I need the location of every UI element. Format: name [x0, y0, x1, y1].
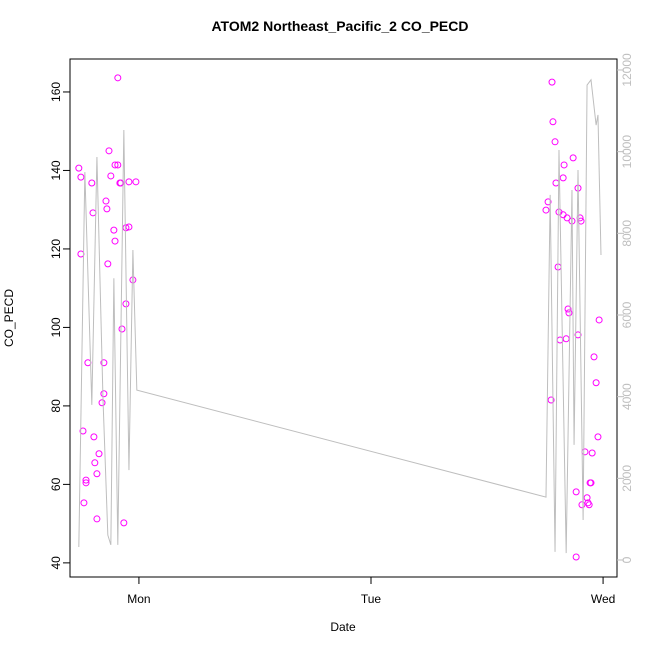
- chart-title: ATOM2 Northeast_Pacific_2 CO_PECD: [211, 18, 468, 34]
- data-point: [100, 390, 108, 398]
- y2-tick-label: 2000: [620, 465, 634, 492]
- data-point: [595, 316, 603, 324]
- data-point: [551, 138, 559, 146]
- data-point: [111, 237, 119, 245]
- y-axis-label: CO_PECD: [2, 289, 16, 347]
- data-point: [100, 359, 108, 367]
- data-point: [590, 353, 598, 361]
- y-tick-label: 140: [49, 160, 63, 180]
- data-point: [103, 205, 111, 213]
- y2-tick-label: 6000: [620, 301, 634, 328]
- data-line: [78, 78, 602, 554]
- y-tick-label: 60: [49, 477, 63, 491]
- data-point: [114, 74, 122, 82]
- plot-box: [69, 58, 618, 578]
- data-point: [562, 335, 570, 343]
- data-point: [93, 470, 101, 478]
- data-point: [118, 325, 126, 333]
- data-point: [565, 309, 573, 317]
- data-point: [90, 433, 98, 441]
- data-point: [117, 179, 125, 187]
- y-tick-label: 120: [49, 239, 63, 259]
- data-point: [77, 173, 85, 181]
- data-point: [111, 161, 119, 169]
- data-point: [587, 479, 595, 487]
- y-tick-label: 80: [49, 399, 63, 413]
- data-point: [577, 217, 585, 225]
- data-point: [79, 427, 87, 435]
- data-point: [82, 479, 90, 487]
- data-point: [89, 209, 97, 217]
- data-point: [125, 223, 133, 231]
- data-point: [91, 459, 99, 467]
- y2-tick-label: 12000: [620, 53, 634, 87]
- y-tick-label: 160: [49, 82, 63, 102]
- data-point: [572, 553, 580, 561]
- data-point: [588, 449, 596, 457]
- data-point: [120, 519, 128, 527]
- data-point: [80, 499, 88, 507]
- data-point: [125, 178, 133, 186]
- data-point: [104, 260, 112, 268]
- data-point: [564, 305, 572, 313]
- data-point: [75, 164, 83, 172]
- x-tick-label: Tue: [361, 592, 382, 606]
- data-point: [544, 198, 552, 206]
- data-point: [560, 161, 568, 169]
- data-point: [549, 118, 557, 126]
- data-point: [572, 488, 580, 496]
- data-point: [98, 399, 106, 407]
- data-point: [592, 379, 600, 387]
- data-point: [563, 214, 571, 222]
- y-tick-label: 40: [49, 556, 63, 570]
- x-tick-label: Wed: [591, 592, 615, 606]
- data-point: [88, 179, 96, 187]
- data-point: [114, 161, 122, 169]
- x-tick-label: Mon: [127, 592, 150, 606]
- data-point: [583, 494, 591, 502]
- data-point: [110, 226, 118, 234]
- y-tick-label: 100: [49, 317, 63, 337]
- data-point: [82, 476, 90, 484]
- data-point: [574, 331, 582, 339]
- data-point: [105, 147, 113, 155]
- data-point: [569, 154, 577, 162]
- y2-tick-label: 0: [620, 556, 634, 563]
- data-point: [585, 501, 593, 509]
- data-point: [107, 172, 115, 180]
- data-point: [559, 174, 567, 182]
- data-point: [122, 224, 130, 232]
- data-point: [547, 396, 555, 404]
- y2-tick-label: 10000: [620, 135, 634, 169]
- data-point: [102, 197, 110, 205]
- data-point: [548, 78, 556, 86]
- data-point: [93, 515, 101, 523]
- data-point: [594, 433, 602, 441]
- data-point: [552, 179, 560, 187]
- data-point: [95, 450, 103, 458]
- x-axis-label: Date: [330, 620, 356, 634]
- data-point: [578, 501, 586, 509]
- y2-tick-label: 8000: [620, 220, 634, 247]
- data-point: [84, 359, 92, 367]
- data-point: [581, 448, 589, 456]
- data-point: [132, 178, 140, 186]
- data-point: [542, 206, 550, 214]
- y2-tick-label: 4000: [620, 383, 634, 410]
